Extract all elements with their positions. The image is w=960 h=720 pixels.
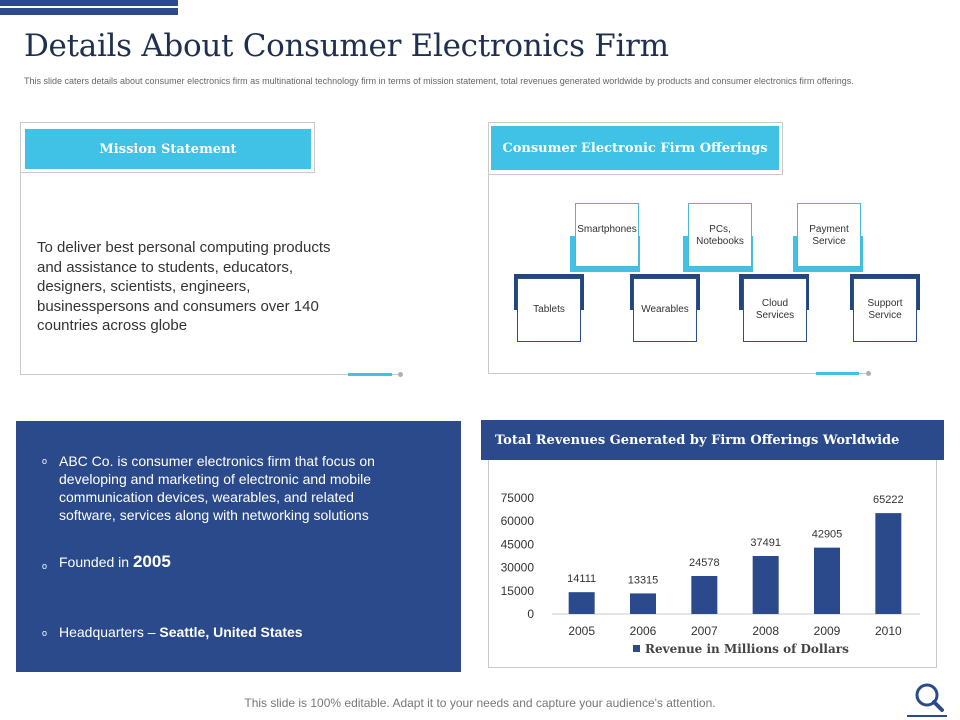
x-tick-label: 2006 — [630, 624, 657, 638]
x-tick-label: 2009 — [814, 624, 841, 638]
offering-tablets: Tablets — [517, 278, 581, 342]
page-subtitle: This slide caters details about consumer… — [24, 76, 854, 86]
x-tick-label: 2005 — [568, 624, 595, 638]
offering-pcs-notebooks: PCs, Notebooks — [688, 203, 752, 267]
y-tick-label: 15000 — [501, 584, 535, 598]
page-title: Details About Consumer Electronics Firm — [24, 28, 669, 64]
bar-2007 — [691, 575, 718, 614]
mission-divider — [20, 374, 400, 375]
legend-swatch — [633, 645, 640, 652]
chart-title: Total Revenues Generated by Firm Offerin… — [481, 420, 944, 460]
footer-note: This slide is 100% editable. Adapt it to… — [244, 696, 716, 710]
bullet-mark: o — [42, 628, 48, 638]
x-tick-label: 2007 — [691, 624, 718, 638]
bar-2009 — [814, 547, 840, 614]
bar-2010 — [875, 513, 902, 614]
offerings-divider — [488, 373, 868, 374]
data-label-2010: 65222 — [873, 494, 904, 506]
company-info-panel: o ABC Co. is consumer electronics firm t… — [16, 421, 461, 672]
bullet-mark: o — [42, 456, 48, 466]
x-tick-label: 2010 — [875, 624, 902, 638]
headquarters-label: Headquarters – — [59, 624, 160, 640]
mission-divider-accent — [348, 373, 392, 376]
offering-support-service: Support Service — [853, 278, 917, 342]
y-tick-label: 45000 — [501, 537, 535, 551]
overview-text: ABC Co. is consumer electronics firm tha… — [59, 453, 375, 523]
bar-2008 — [752, 556, 779, 614]
offering-smartphones: Smartphones — [575, 203, 639, 267]
data-label-2009: 42905 — [812, 529, 843, 541]
bar-2006 — [630, 593, 656, 614]
y-tick-label: 0 — [527, 607, 534, 621]
offering-cloud-services: Cloud Services — [743, 278, 807, 342]
x-tick-label: 2008 — [752, 624, 779, 638]
offerings-divider-dot — [866, 371, 871, 376]
offering-bracket — [630, 274, 700, 310]
legend-label: Revenue in Millions of Dollars — [645, 642, 849, 656]
y-tick-label: 75000 — [501, 491, 535, 505]
bar-2005 — [568, 592, 595, 614]
data-label-2007: 24578 — [689, 557, 720, 569]
data-label-2008: 37491 — [750, 537, 781, 549]
offering-bracket — [514, 274, 584, 310]
mission-divider-dot — [398, 372, 403, 377]
data-label-2005: 14111 — [567, 573, 596, 585]
offerings-header: Consumer Electronic Firm Offerings — [491, 126, 779, 170]
offering-bracket — [850, 274, 920, 310]
mission-text: To deliver best personal computing produ… — [37, 239, 331, 334]
bullet-mark: o — [42, 561, 48, 571]
headquarters-value: Seattle, United States — [159, 624, 303, 640]
offering-payment-service: Payment Service — [797, 203, 861, 267]
offering-wearables: Wearables — [633, 278, 697, 342]
founded-label: Founded in — [59, 554, 133, 570]
data-label-2006: 13315 — [628, 574, 659, 586]
mission-header: Mission Statement — [25, 129, 311, 169]
y-tick-label: 30000 — [501, 561, 535, 575]
founded-year: 2005 — [132, 552, 171, 571]
offerings-divider-accent — [816, 372, 859, 375]
y-tick-label: 60000 — [501, 514, 535, 528]
magnifier-icon — [907, 683, 947, 717]
top-accent-line — [0, 6, 178, 8]
revenue-bar-chart: 0 15000 30000 45000 60000 75000 14111 2005 13315… — [501, 491, 920, 656]
